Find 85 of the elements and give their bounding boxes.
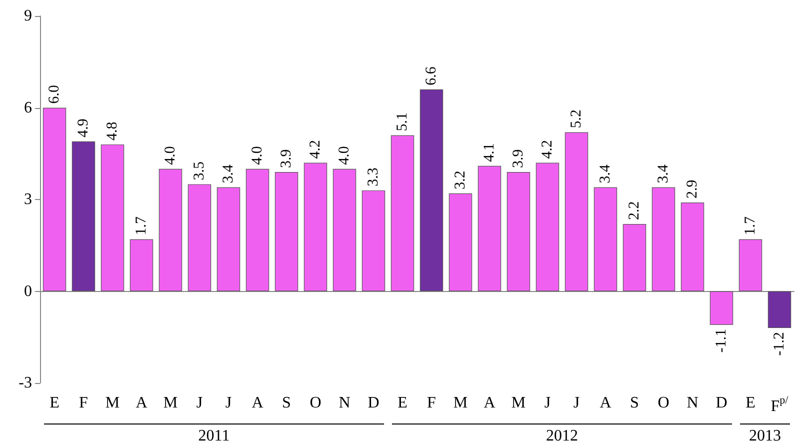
data-label: 4.2 [308, 140, 324, 159]
x-tick-label: J [196, 394, 203, 412]
bar [216, 187, 240, 292]
y-tick-label: 6 [24, 99, 32, 116]
data-label: 3.3 [366, 168, 382, 186]
x-tick-label: A [136, 394, 148, 412]
x-tick-label: J [544, 394, 551, 412]
text: 2012 [546, 428, 578, 441]
data-label: 4.0 [250, 146, 266, 165]
x-tick-label: J [573, 394, 580, 412]
x-tick-label: A [484, 394, 496, 412]
x-tick-label: F [427, 394, 436, 412]
data-label: 3.9 [510, 149, 526, 168]
data-label: 3.4 [598, 164, 614, 184]
data-label: 3.2 [452, 170, 468, 190]
data-label: 6.6 [424, 66, 440, 86]
x-tick-label: M [453, 394, 468, 412]
bar [72, 141, 96, 292]
text: 2013 [749, 428, 781, 441]
y-tick-label: -3 [18, 374, 32, 392]
bar [594, 187, 618, 292]
bar [246, 168, 270, 292]
data-label: 4.8 [104, 122, 120, 140]
data-label: 4.0 [336, 146, 352, 165]
data-label: 3.5 [192, 161, 208, 180]
data-label: 4.1 [482, 143, 498, 162]
x-tick-label: D [368, 394, 380, 412]
bar [420, 89, 444, 292]
y-tick-label: 9 [24, 8, 32, 24]
data-label: 3.4 [656, 164, 672, 184]
x-tick-label: M [163, 394, 178, 412]
bar [332, 168, 356, 292]
x-tick-label: S [630, 394, 639, 412]
data-label: 1.7 [742, 216, 758, 236]
data-label: 4.9 [76, 118, 92, 138]
data-label: 2.9 [684, 180, 700, 199]
bar [738, 239, 762, 292]
y-tick-label: 3 [24, 191, 32, 208]
bar [130, 239, 154, 292]
data-label: 5.2 [568, 109, 584, 128]
bar [768, 291, 792, 328]
x-tick-label: E [746, 394, 756, 412]
data-label: -1.1 [714, 328, 730, 353]
bar [100, 144, 124, 292]
data-label: 4.2 [540, 140, 556, 159]
x-tick-label: N [338, 394, 351, 412]
bar [710, 291, 734, 325]
data-label: 6.0 [46, 85, 62, 104]
x-tick-label: S [282, 394, 291, 412]
x-tick-label: D [716, 394, 728, 412]
data-label: 2.2 [626, 201, 642, 220]
data-label: 1.7 [134, 216, 150, 236]
x-tick-label: F [79, 394, 88, 412]
data-label: 5.1 [394, 112, 410, 132]
text: 2011 [198, 428, 230, 441]
bar [304, 162, 328, 292]
bar [564, 132, 588, 292]
bar [42, 108, 66, 292]
bar [680, 202, 704, 292]
x-tick-label: J [225, 394, 232, 412]
bar [448, 193, 472, 292]
bar [536, 162, 560, 292]
x-tick-label: N [686, 394, 699, 412]
x-tick-label: E [398, 394, 408, 412]
data-label: -1.2 [772, 332, 788, 356]
data-label: 3.4 [220, 164, 236, 184]
bar [362, 190, 386, 292]
x-tick-label: A [600, 394, 612, 412]
bar [274, 172, 298, 292]
bar [478, 166, 502, 292]
x-tick-label: O [310, 394, 322, 412]
y-tick-label: 0 [24, 282, 32, 300]
bar [390, 135, 414, 292]
bar [622, 224, 646, 292]
x-tick-label: M [105, 394, 120, 412]
x-tick-label: M [511, 394, 526, 412]
bar [506, 172, 530, 292]
bar [158, 168, 182, 292]
x-tick-label: A [252, 394, 264, 412]
bar [652, 187, 676, 292]
x-tick-label: E [50, 394, 60, 412]
data-label: 4.0 [162, 146, 178, 165]
x-tick-label: O [658, 394, 670, 412]
bar [188, 184, 212, 292]
data-label: 3.9 [278, 149, 294, 168]
